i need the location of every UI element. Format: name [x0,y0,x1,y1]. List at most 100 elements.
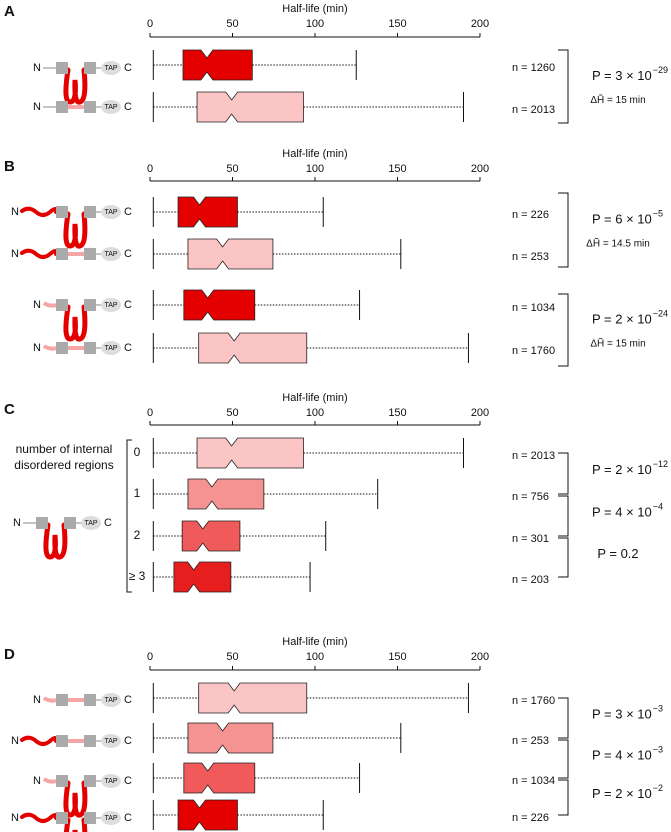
n-disordered [20,735,59,746]
x-tick-label: 100 [306,163,324,175]
x-tick-label: 100 [306,651,324,663]
c-terminus: C [124,299,132,311]
box [187,722,274,754]
n-label: n = 1760 [512,695,555,707]
tap-label: TAP [104,209,117,216]
p-value: P = 4 × 10 [592,504,652,519]
bracket [558,739,569,779]
group-label: disordered regions [14,458,113,472]
box [198,332,308,364]
x-tick-label: 150 [388,651,406,663]
internal-loop [63,817,88,832]
c-terminus: C [124,101,132,113]
category-label: 1 [134,486,141,500]
c-terminus: C [124,694,132,706]
tap-tag [101,298,121,312]
n-label: n = 2013 [512,104,555,116]
domain [84,101,96,113]
c-terminus: C [104,517,112,529]
p-value: P = 0.2 [597,546,638,561]
n-disordered [20,206,59,217]
n-terminus: N [33,299,41,311]
tap-tag [81,516,101,530]
tap-label: TAP [104,697,117,704]
n-terminus: N [11,735,19,747]
delta-median: ΔH̃ = 14.5 min [586,237,650,250]
bracket [558,192,569,268]
c-terminus: C [124,342,132,354]
n-label: n = 226 [512,209,549,221]
p-value: P = 4 × 10 [592,747,652,762]
domain [56,775,68,787]
bracket [558,495,569,537]
tap-label: TAP [104,345,117,352]
domain [56,694,68,706]
x-tick-label: 100 [306,18,324,30]
tap-tag [101,247,121,261]
n-terminus: N [13,517,21,529]
box [187,478,265,510]
n-label: n = 1760 [512,345,555,357]
bracket [558,779,569,816]
n-terminus: N [33,694,41,706]
domain [84,694,96,706]
category-label: ≥ 3 [129,569,146,583]
category-label: 2 [134,528,141,542]
box [187,238,274,270]
x-tick-label: 0 [147,18,153,30]
x-tick-label: 200 [471,407,489,419]
n-label: n = 226 [512,812,549,824]
tap-tag [101,61,121,75]
domain [56,342,68,354]
tap-label: TAP [104,815,117,822]
group-bracket [126,439,132,593]
domain [56,812,68,824]
box [182,49,253,81]
n-label: n = 253 [512,735,549,747]
tap-tag [101,811,121,825]
bracket [558,452,569,495]
tap-label: TAP [104,251,117,258]
box [183,289,256,321]
tap-tag [101,100,121,114]
delta-median: ΔH̃ = 15 min [590,337,645,350]
panel-label: B [4,158,15,175]
domain [56,206,68,218]
n-label: n = 253 [512,251,549,263]
n-label: n = 1260 [512,62,555,74]
x-tick-label: 50 [226,651,238,663]
x-tick-label: 0 [147,651,153,663]
box [177,196,238,228]
n-label: n = 203 [512,574,549,586]
bracket [558,697,569,739]
internal-loop [63,304,88,342]
p-exponent: −5 [653,208,663,218]
x-axis-title: Half-life (min) [282,3,347,15]
tap-tag [101,734,121,748]
tap-label: TAP [104,302,117,309]
p-value: P = 3 × 10 [592,68,652,83]
internal-loop [63,780,88,818]
p-value: P = 2 × 10 [592,311,652,326]
tap-tag [101,774,121,788]
domain [84,735,96,747]
x-axis-title: Half-life (min) [282,148,347,160]
x-tick-label: 0 [147,163,153,175]
c-terminus: C [124,62,132,74]
internal-loop [43,522,68,560]
p-value: P = 3 × 10 [592,706,652,721]
p-exponent: −29 [653,65,668,75]
n-label: n = 1034 [512,775,555,787]
n-disordered [20,812,59,823]
domain [56,735,68,747]
x-axis-title: Half-life (min) [282,636,347,648]
x-axis-title: Half-life (min) [282,392,347,404]
x-tick-label: 200 [471,18,489,30]
domain [56,248,68,260]
x-tick-label: 100 [306,407,324,419]
box [198,682,308,714]
tap-tag [101,205,121,219]
n-label: n = 1034 [512,302,555,314]
panel-label: C [4,401,15,418]
